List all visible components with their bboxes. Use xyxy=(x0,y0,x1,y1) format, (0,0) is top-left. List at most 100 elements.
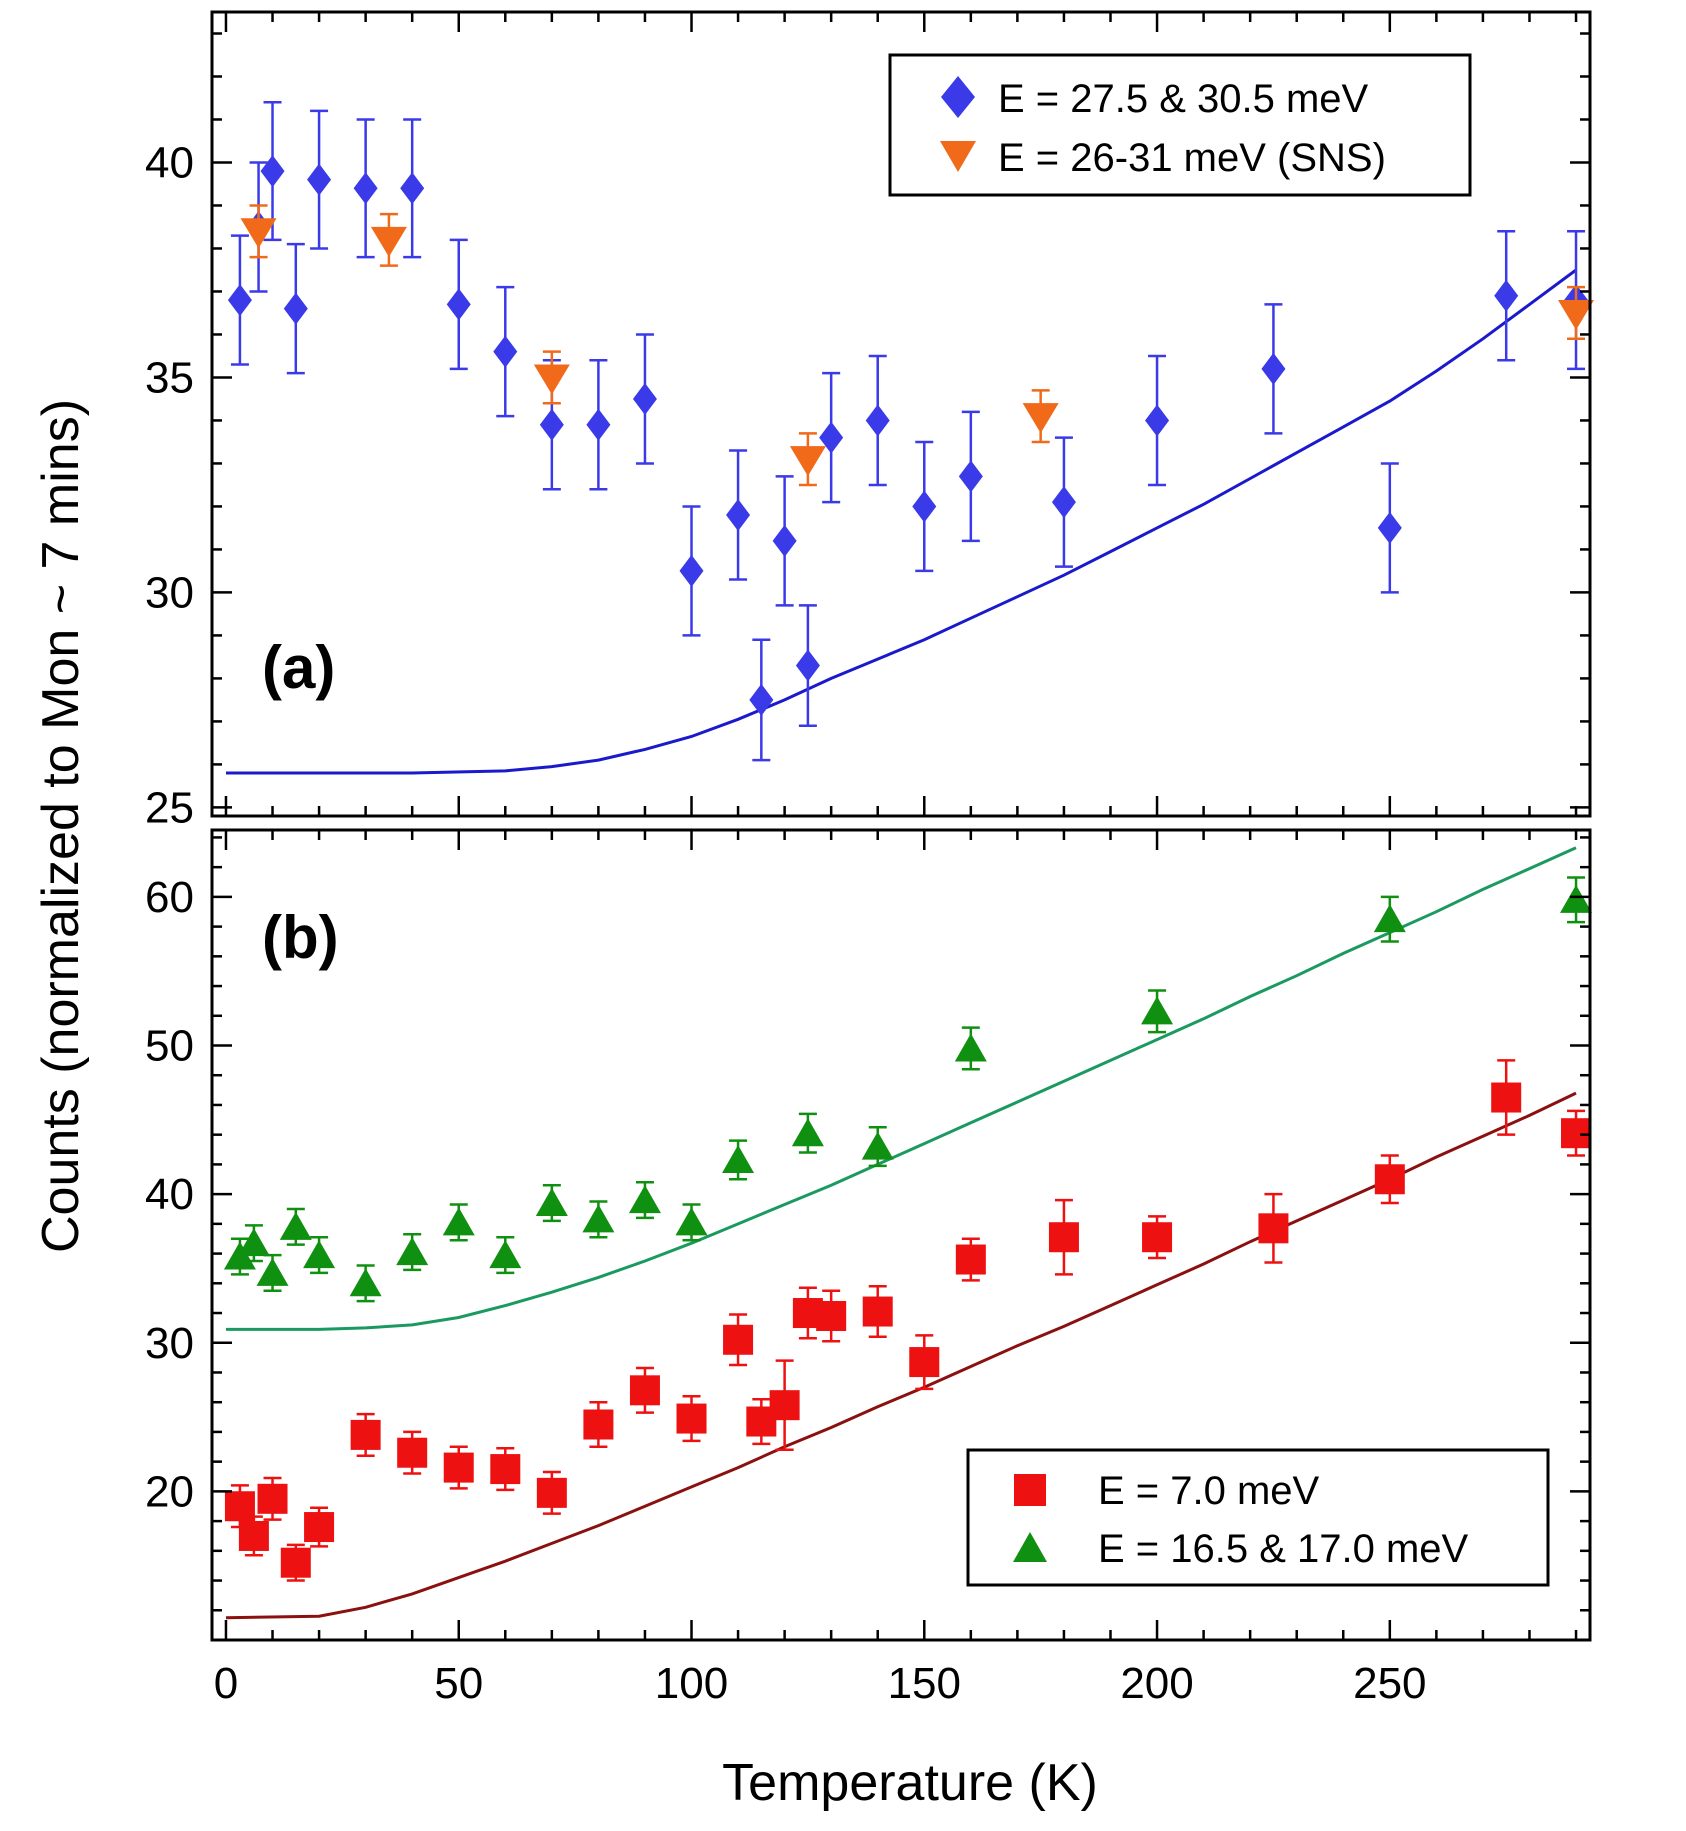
data-point-diamond xyxy=(446,238,471,371)
marker-triangle-down xyxy=(1022,403,1059,434)
marker-square xyxy=(1142,1222,1173,1253)
marker-square xyxy=(536,1477,567,1508)
data-point-triangle-down xyxy=(789,432,826,487)
x-tick-label: 0 xyxy=(214,1659,238,1708)
data-point-triangle-up xyxy=(279,1207,312,1246)
fit-line-a-1 xyxy=(226,268,1577,775)
fit-line-b-2 xyxy=(226,846,1577,1331)
data-point-triangle-up xyxy=(349,1264,382,1303)
marker-diamond xyxy=(819,421,844,454)
data-point-triangle-up xyxy=(489,1235,522,1275)
data-point-square xyxy=(224,1484,255,1529)
legend-label-a-series-1: E = 27.5 & 30.5 meV xyxy=(998,77,1369,121)
y-tick-label: 20 xyxy=(145,1467,194,1516)
data-point-triangle-down xyxy=(533,350,570,405)
panel-a-label: (a) xyxy=(262,634,335,701)
data-point-triangle-up xyxy=(954,1026,987,1071)
data-point-triangle-up xyxy=(1373,895,1406,943)
panel-b-legend-box xyxy=(966,1448,1550,1587)
y-tick-label: 40 xyxy=(145,138,194,187)
data-point-diamond xyxy=(1261,303,1286,435)
panel-a-frame xyxy=(210,10,1592,818)
marker-diamond xyxy=(958,460,983,493)
marker-square xyxy=(862,1296,893,1327)
data-point-diamond xyxy=(586,359,611,491)
marker-diamond xyxy=(307,163,332,196)
data-point-square xyxy=(816,1289,847,1343)
y-tick-label: 50 xyxy=(145,1022,194,1071)
data-point-triangle-up xyxy=(861,1125,894,1168)
marker-triangle-up xyxy=(396,1237,429,1266)
legend-marker-square xyxy=(1014,1474,1046,1506)
data-point-triangle-up xyxy=(237,1224,270,1263)
marker-triangle-up xyxy=(861,1131,894,1160)
marker-triangle-up xyxy=(489,1240,522,1269)
marker-triangle-down xyxy=(533,364,570,395)
data-point-diamond xyxy=(865,354,890,487)
marker-triangle-up xyxy=(256,1257,289,1286)
data-point-diamond xyxy=(958,410,983,543)
marker-square xyxy=(769,1390,800,1421)
data-point-diamond xyxy=(726,449,751,581)
data-point-triangle-down xyxy=(1558,285,1595,341)
marker-triangle-up xyxy=(535,1188,568,1217)
data-point-triangle-up xyxy=(791,1112,824,1154)
data-point-diamond xyxy=(749,638,774,762)
y-tick-label: 25 xyxy=(145,783,194,832)
data-point-diamond xyxy=(353,118,378,259)
panel-b-ticks: 0 50 100 150 200 250 20 30 40 50 60 xyxy=(145,830,1590,1708)
marker-square xyxy=(1491,1082,1522,1113)
data-point-square xyxy=(862,1285,893,1339)
marker-diamond xyxy=(772,524,797,557)
legend-label-b-series-1: E = 7.0 meV xyxy=(1098,1469,1320,1513)
x-tick-label: 250 xyxy=(1353,1659,1426,1708)
marker-square xyxy=(280,1547,311,1578)
x-tick-label: 50 xyxy=(434,1659,483,1708)
data-point-diamond xyxy=(912,440,937,573)
marker-triangle-up xyxy=(279,1211,312,1240)
marker-square xyxy=(397,1437,428,1468)
y-tick-label: 60 xyxy=(145,873,194,922)
marker-diamond xyxy=(539,408,564,441)
data-point-square xyxy=(490,1447,521,1492)
data-point-square xyxy=(909,1334,940,1391)
data-point-square xyxy=(1491,1059,1522,1136)
marker-diamond xyxy=(227,284,252,317)
marker-square xyxy=(1374,1164,1405,1195)
data-point-triangle-up xyxy=(675,1203,708,1242)
data-point-diamond xyxy=(307,109,332,250)
data-point-square xyxy=(397,1430,428,1475)
marker-square xyxy=(443,1452,474,1483)
x-tick-label: 100 xyxy=(655,1659,728,1708)
data-point-diamond xyxy=(819,371,844,504)
panel-b-label: (b) xyxy=(262,904,339,971)
data-point-diamond xyxy=(772,475,797,607)
data-point-square xyxy=(257,1476,288,1521)
data-point-triangle-down xyxy=(240,204,277,259)
data-point-square xyxy=(955,1237,986,1282)
marker-square xyxy=(304,1512,335,1543)
marker-square xyxy=(629,1375,660,1406)
data-point-triangle-up xyxy=(582,1200,615,1239)
marker-square xyxy=(1561,1118,1592,1149)
data-point-triangle-up xyxy=(628,1180,661,1220)
legend-marker-triangle-down xyxy=(940,141,976,172)
data-point-square xyxy=(1374,1154,1405,1205)
marker-diamond xyxy=(1051,486,1076,519)
marker-diamond xyxy=(865,404,890,437)
y-tick-label: 30 xyxy=(145,1319,194,1368)
marker-triangle-up xyxy=(1560,884,1593,913)
data-point-square xyxy=(304,1506,335,1548)
data-point-triangle-up xyxy=(303,1235,336,1275)
data-point-diamond xyxy=(260,101,285,242)
marker-triangle-up xyxy=(1373,904,1406,933)
marker-triangle-up xyxy=(442,1207,475,1236)
data-point-square xyxy=(583,1400,614,1449)
data-point-diamond xyxy=(632,333,657,465)
marker-triangle-up xyxy=(954,1033,987,1062)
data-point-diamond xyxy=(1145,354,1170,487)
marker-triangle-up xyxy=(303,1240,336,1269)
marker-diamond xyxy=(726,499,751,532)
y-tick-label: 30 xyxy=(145,568,194,617)
